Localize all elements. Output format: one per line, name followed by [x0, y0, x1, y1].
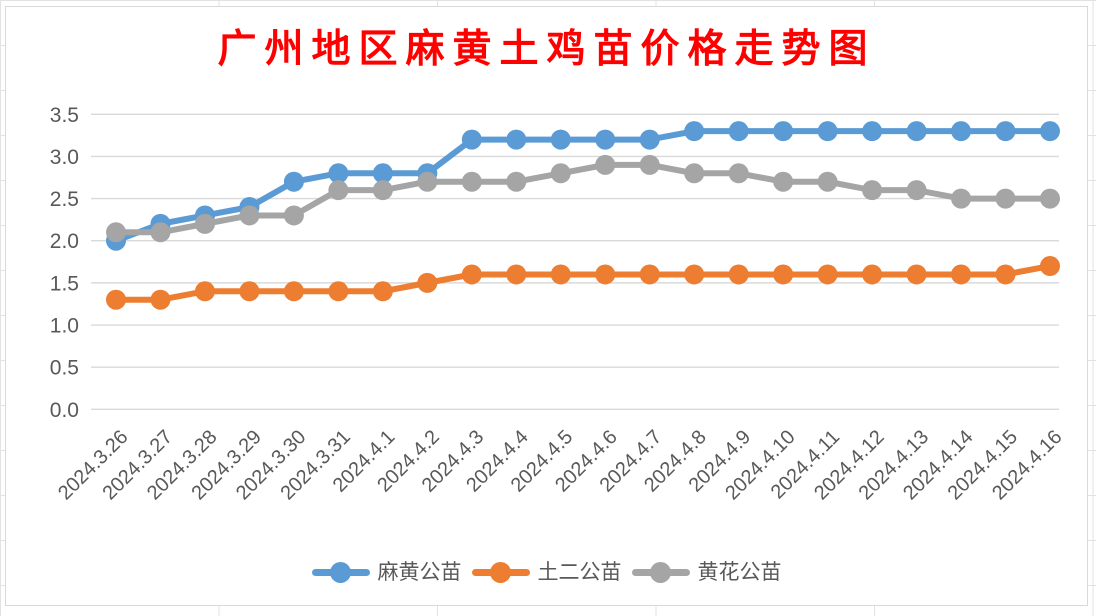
series-1-point-14 — [728, 264, 749, 285]
series-2-point-3 — [239, 205, 260, 226]
legend-item-2: 黄花公苗 — [631, 560, 782, 584]
series-2-point-15 — [773, 171, 794, 192]
series-2-point-20 — [995, 188, 1016, 209]
series-0-point-16 — [817, 121, 838, 142]
series-2-point-17 — [862, 180, 883, 201]
legend-item-0: 麻黄公苗 — [311, 560, 462, 584]
series-1-point-20 — [995, 264, 1016, 285]
series-0-point-19 — [951, 121, 972, 142]
series-marker-icon — [471, 561, 530, 583]
plot-svg: 0.00.51.01.52.02.53.03.52024.3.262024.3.… — [50, 104, 1067, 505]
y-axis-tick-label: 1.0 — [50, 315, 79, 338]
series-marker-icon — [631, 561, 690, 583]
series-2-point-2 — [194, 213, 215, 234]
series-0-point-11 — [595, 129, 616, 150]
series-1-point-8 — [461, 264, 482, 285]
series-2-point-4 — [283, 205, 304, 226]
series-0-point-10 — [550, 129, 571, 150]
series-1-point-1 — [150, 289, 171, 310]
series-0-point-21 — [1039, 121, 1060, 142]
chart-title: 广州地区麻黄土鸡苗价格走势图 — [217, 26, 876, 72]
series-line-2 — [113, 161, 1053, 236]
legend-label: 麻黄公苗 — [377, 560, 462, 584]
series-1-point-0 — [106, 289, 126, 310]
series-2-point-11 — [595, 154, 616, 175]
series-2-point-5 — [328, 180, 349, 201]
y-axis-tick-label: 2.5 — [50, 188, 79, 211]
series-0-point-18 — [906, 121, 927, 142]
series-1-point-19 — [951, 264, 972, 285]
series-marker-icon — [311, 561, 370, 583]
series-2-point-10 — [550, 163, 571, 184]
series-2-point-6 — [372, 180, 393, 201]
series-1-point-21 — [1039, 256, 1060, 277]
legend-label: 黄花公苗 — [697, 560, 782, 584]
series-0-point-9 — [506, 129, 527, 150]
series-0-point-17 — [862, 121, 883, 142]
y-axis-tick-label: 2.0 — [50, 230, 79, 253]
series-1-point-6 — [372, 281, 393, 302]
y-axis-tick-label: 3.5 — [50, 104, 79, 127]
series-2-point-8 — [461, 171, 482, 192]
series-2-point-0 — [106, 222, 126, 243]
chart-canvas[interactable]: 广州地区麻黄土鸡苗价格走势图 0.0 0.5 1.0 1.5 2.0 2.5 3.0 3.5 2… — [5, 6, 1088, 606]
series-1-point-2 — [194, 281, 215, 302]
series-1-point-15 — [773, 264, 794, 285]
series-line-0 — [113, 128, 1053, 244]
series-0-point-4 — [283, 171, 304, 192]
series-0-point-12 — [639, 129, 660, 150]
series-1-point-3 — [239, 281, 260, 302]
series-2-point-1 — [150, 222, 171, 243]
series-2-point-7 — [417, 171, 438, 192]
series-1-point-18 — [906, 264, 927, 285]
series-2-point-13 — [684, 163, 705, 184]
y-axis-tick-label: 0.0 — [50, 399, 79, 422]
y-axis-tick-label: 3.0 — [50, 146, 79, 169]
legend-item-1: 土二公苗 — [471, 560, 622, 584]
y-axis-tick-label: 1.5 — [50, 272, 79, 295]
series-2-point-18 — [906, 180, 927, 201]
series-1-point-17 — [862, 264, 883, 285]
series-0-point-8 — [461, 129, 482, 150]
series-0-point-6 — [372, 163, 393, 184]
series-0-point-15 — [773, 121, 794, 142]
y-axis-tick-label: 0.5 — [50, 357, 79, 380]
legend-label: 土二公苗 — [537, 560, 622, 584]
series-2-point-16 — [817, 171, 838, 192]
series-1-point-4 — [283, 281, 304, 302]
series-2-point-14 — [728, 163, 749, 184]
series-1-point-12 — [639, 264, 660, 285]
series-2-point-12 — [639, 154, 660, 175]
series-2-point-21 — [1039, 188, 1060, 209]
series-1-point-7 — [417, 272, 438, 293]
series-1-point-5 — [328, 281, 349, 302]
series-1-point-11 — [595, 264, 616, 285]
series-0-point-13 — [684, 121, 705, 142]
series-line-1 — [113, 263, 1053, 303]
series-0-point-20 — [995, 121, 1016, 142]
series-1-point-16 — [817, 264, 838, 285]
series-1-point-9 — [506, 264, 527, 285]
series-0-point-14 — [728, 121, 749, 142]
legend: 麻黄公苗 土二公苗 黄花公苗 — [6, 555, 1087, 589]
series-2-point-9 — [506, 171, 527, 192]
series-0-point-5 — [328, 163, 349, 184]
series-1-point-10 — [550, 264, 571, 285]
series-1-point-13 — [684, 264, 705, 285]
series-2-point-19 — [951, 188, 972, 209]
